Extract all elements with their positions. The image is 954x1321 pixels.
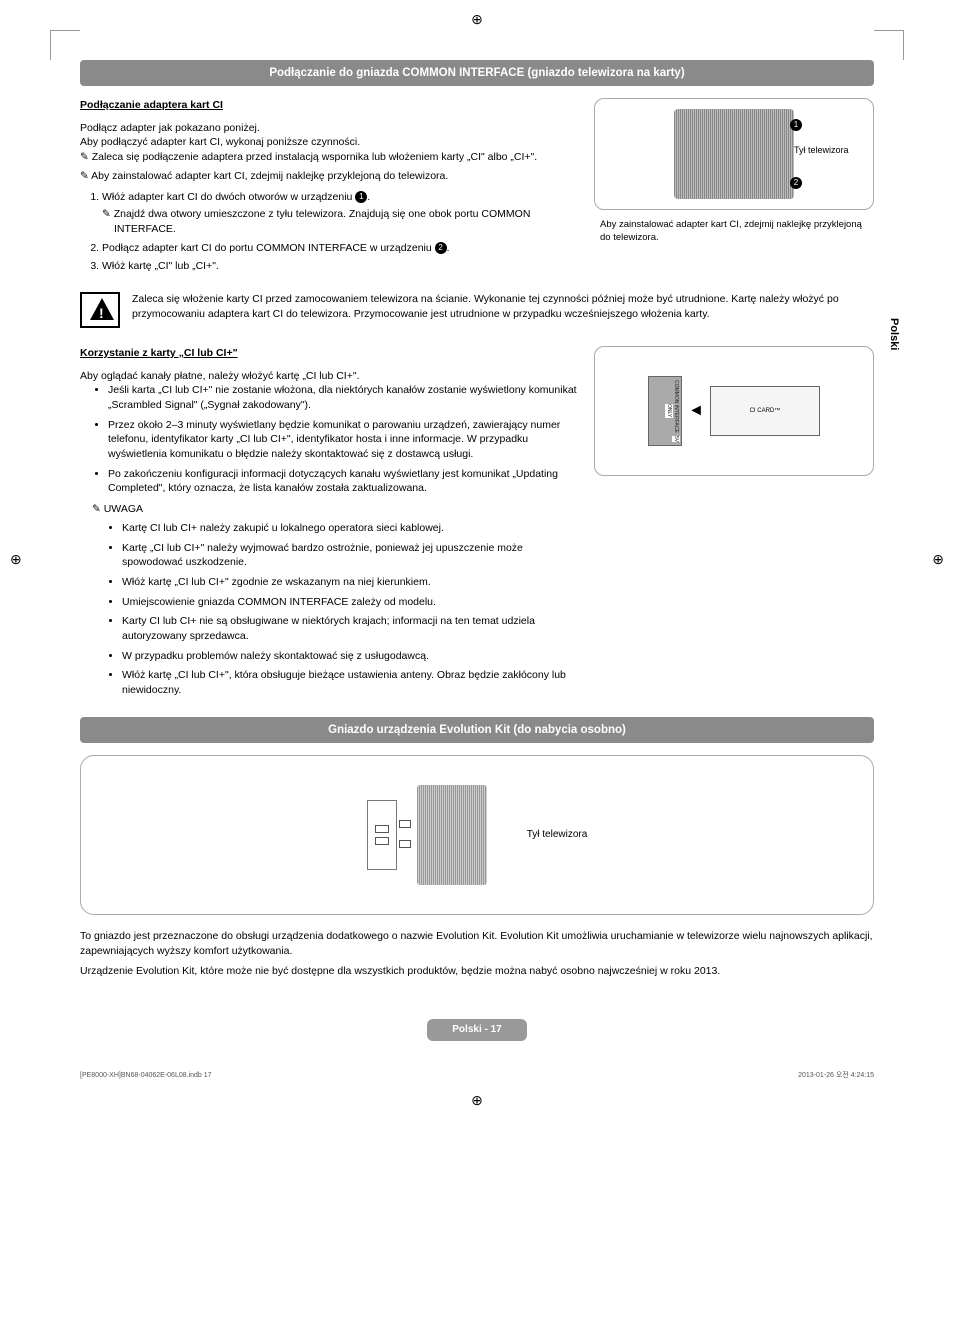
section2-intro: Aby oglądać kanały płatne, należy włożyć… [80,369,579,384]
plug-icon [399,840,411,848]
section2-figure-column: COMMON INTERFACE 5V ONLY ◄ CI CARD™ [594,346,874,703]
section-header-common-interface: Podłączanie do gniazda COMMON INTERFACE … [80,60,874,86]
circle-number-2-icon: 2 [435,242,447,254]
evolution-text-1: To gniazdo jest przeznaczone do obsługi … [80,929,874,958]
figure-label-tv-back: Tył telewizora [794,144,864,157]
intro-text-2: Aby podłączyć adapter kart CI, wykonaj p… [80,135,579,150]
section2-text-column: Korzystanie z karty „CI lub CI+" Aby ogl… [80,346,579,703]
bullet-updating: Po zakończeniu konfiguracji informacji d… [108,467,579,496]
crop-mark-tr [874,30,904,60]
note-antenna: Włóż kartę „CI lub CI+", która obsługuje… [122,668,579,697]
note-countries: Karty CI lub CI+ nie są obsługiwane w ni… [122,614,579,643]
step-2-text-post: . [447,242,450,254]
slot-illustration: COMMON INTERFACE 5V ONLY [648,376,682,446]
figure-caption-1: Aby zainstalować adapter kart CI, zdejmi… [594,218,874,245]
language-side-tab: Polski [883,310,904,358]
note-location: Umiejscowienie gniazda COMMON INTERFACE … [122,595,579,610]
warning-triangle-icon [80,292,120,328]
step-2-text-pre: Podłącz adapter kart CI do portu COMMON … [102,242,435,254]
uwaga-label: UWAGA [92,502,579,517]
step-2: Podłącz adapter kart CI do portu COMMON … [102,241,579,256]
figure-evolution-kit: Tył telewizora [80,755,874,915]
note-before-install: Zaleca się podłączenie adaptera przed in… [80,150,579,165]
section1-text-column: Podłączanie adaptera kart CI Podłącz ada… [80,98,579,280]
sub-heading-ci-card: Korzystanie z karty „CI lub CI+" [80,346,579,361]
registration-mark-right: ⊕ [932,551,944,571]
ci-card-label: CI CARD™ [750,407,781,415]
figure-tv-back-adapter: 1 2 Tył telewizora [594,98,874,210]
port-icon [375,825,389,833]
evolution-text-2: Urządzenie Evolution Kit, które może nie… [80,964,874,979]
step-1-text-pre: Włóż adapter kart CI do dwóch otworów w … [102,191,355,203]
note-careful-remove: Kartę „CI lub CI+" należy wyjmować bardz… [122,541,579,570]
slot-label-ci: COMMON INTERFACE [673,380,679,433]
note-direction: Włóż kartę „CI lub CI+" zgodnie ze wskaz… [122,575,579,590]
crop-mark-tl [50,30,80,60]
arrow-left-icon: ◄ [688,400,704,422]
step-1: Włóż adapter kart CI do dwóch otworów w … [102,190,579,237]
registration-mark-top: ⊕ [471,10,483,30]
figure-label-evolution: Tył telewizora [527,828,588,842]
warning-box: Zaleca się włożenie karty CI przed zamoc… [80,292,874,328]
note-remove-sticker: Aby zainstalować adapter kart CI, zdejmi… [80,169,579,184]
evolution-device-illustration [417,785,487,885]
port-icon [375,837,389,845]
plug-icon [399,820,411,828]
callout-1-icon: 1 [790,119,802,131]
sub-heading-adapter: Podłączanie adaptera kart CI [80,98,579,113]
intro-text-1: Podłącz adapter jak pokazano poniżej. [80,121,579,136]
step-1-text-post: . [367,191,370,203]
registration-mark-left: ⊕ [10,551,22,571]
page-number-badge: Polski - 17 [427,1019,527,1041]
footer-timestamp: 2013-01-26 오전 4:24:15 [798,1071,874,1081]
bullet-scrambled: Jeśli karta „CI lub CI+" nie zostanie wł… [108,383,579,412]
bullet-pairing: Przez około 2–3 minuty wyświetlany będzi… [108,418,579,462]
step-1-subnote: Znajdź dwa otwory umieszczone z tyłu tel… [102,207,579,236]
print-footer: [PE8000-XH]BN68-04062E-06L08.indb 17 201… [80,1071,874,1081]
section-header-evolution-kit: Gniazdo urządzenia Evolution Kit (do nab… [80,717,874,743]
ci-card-illustration: CI CARD™ [710,386,820,436]
connector-illustration [367,800,397,870]
tv-back-illustration: 1 2 Tył telewizora [674,109,794,199]
figure-ci-card-slot: COMMON INTERFACE 5V ONLY ◄ CI CARD™ [594,346,874,476]
callout-2-icon: 2 [790,177,802,189]
warning-text: Zaleca się włożenie karty CI przed zamoc… [132,292,874,321]
registration-mark-bottom: ⊕ [471,1091,483,1111]
circle-number-1-icon: 1 [355,191,367,203]
note-purchase: Kartę CI lub CI+ należy zakupić u lokaln… [122,521,579,536]
note-provider: W przypadku problemów należy skontaktowa… [122,649,579,664]
section1-figure-column: 1 2 Tył telewizora Aby zainstalować adap… [594,98,874,280]
step-3: Włóż kartę „CI" lub „CI+". [102,259,579,274]
footer-file-info: [PE8000-XH]BN68-04062E-06L08.indb 17 [80,1071,212,1081]
